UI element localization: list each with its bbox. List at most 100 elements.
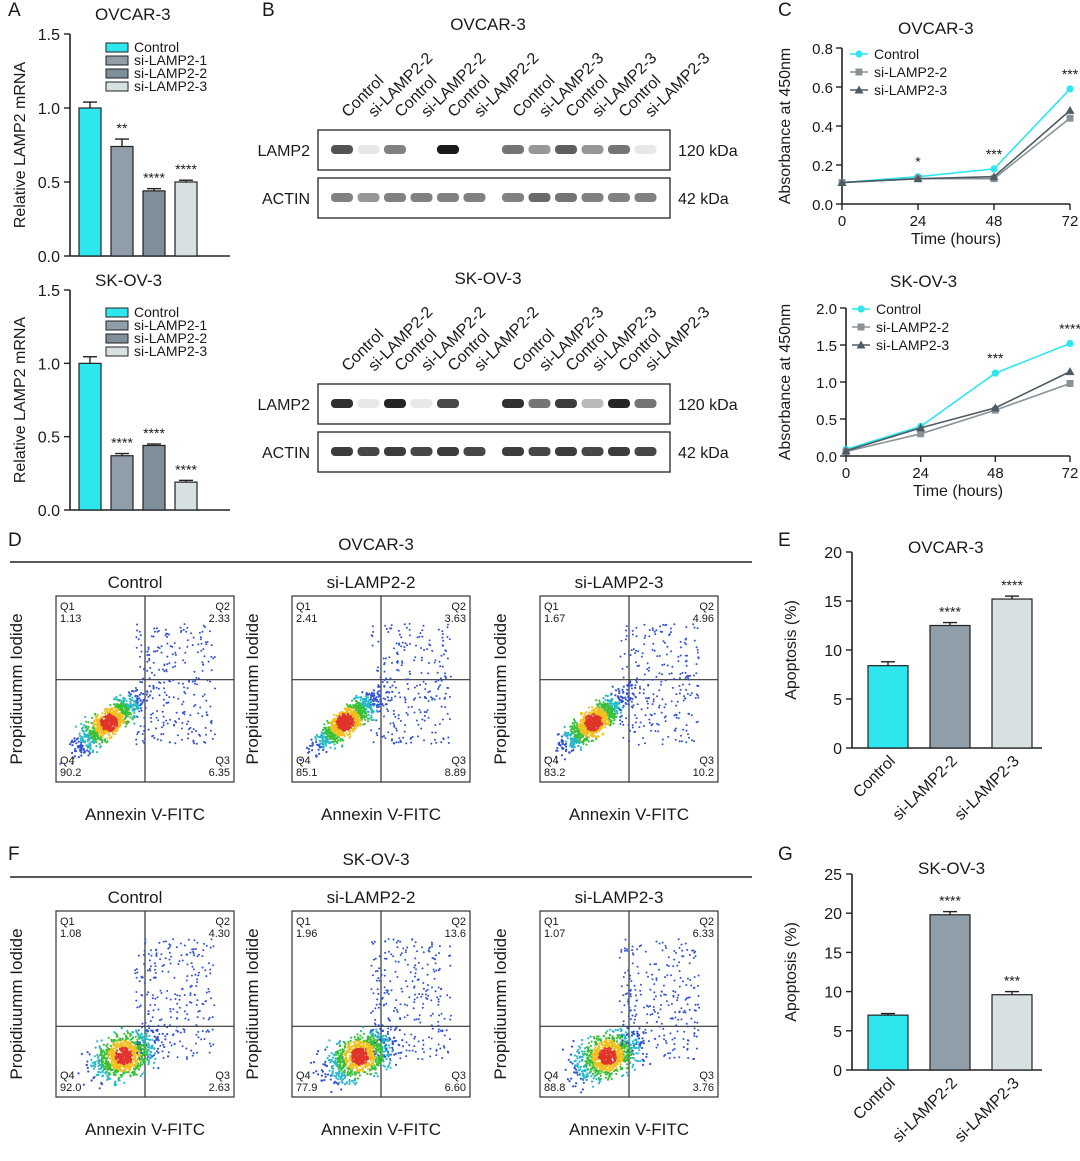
flow-dot [106,708,109,711]
flow-dot [653,649,656,652]
flow-dot [385,628,388,630]
flow-dot [404,724,407,727]
flow-dot [685,676,688,679]
blot-band [463,193,486,202]
flow-dot [129,695,132,698]
flow-dot [129,1066,132,1069]
flow-dot [115,1083,118,1086]
flow-dot [106,1068,109,1071]
flow-dot [599,713,602,716]
flow-dot [310,744,314,747]
flow-dot [595,728,598,731]
flow-dot [351,713,354,716]
flow-dot [448,718,451,721]
flow-dot [647,669,650,672]
flow-dot [346,712,350,716]
flow-dot [96,715,99,718]
flow-dot [162,698,165,701]
flow-dot [696,651,699,654]
flow-dot [146,1030,149,1033]
flow-dot [146,669,149,672]
flow-dot [186,687,189,690]
flow-dot [592,720,596,723]
flow-dot [377,693,380,696]
blot-band [528,193,551,202]
flow-dot [338,717,341,720]
flow-dot [315,740,318,744]
y-tick-label: 0.0 [38,503,60,520]
flow-dot [361,706,364,710]
flow-dot [204,626,206,628]
flow-dot [413,659,416,662]
flow-dot [359,703,362,706]
flow-dot [403,623,406,626]
flow-dot [576,736,579,739]
flow-dot [684,660,687,663]
flow-dot [141,1044,144,1047]
flow-dot [687,733,689,736]
flow-dot [420,727,423,730]
flow-dot [210,655,213,658]
flow-dot [383,663,386,666]
flow-dot [365,708,368,711]
flow-dot [621,696,625,700]
flow-dot [325,750,328,754]
flow-dot [151,1016,154,1019]
flow-dot [567,732,570,735]
flow-dot [148,694,152,697]
blot-band [634,399,657,408]
flow-dot [138,710,141,713]
flow-dot [169,1007,172,1010]
flow-dot [98,729,101,733]
flow-dot [135,968,138,971]
flow-dot [107,1077,110,1081]
flow-dot [658,706,660,709]
flow-dot [441,633,444,635]
flow-dot [76,737,79,740]
significance-label: **** [1059,321,1080,337]
flow-dot [400,636,403,639]
blot-band [384,193,406,202]
flow-dot [642,688,645,691]
flow-dots [299,622,452,762]
y-tick-label: 1.0 [38,101,60,118]
flow-dot [687,712,690,715]
flow-dot [446,635,449,638]
flow-dot [107,1036,110,1039]
flow-dot [661,664,664,666]
flow-dot [124,1069,127,1072]
flow-dot [136,629,138,632]
flow-dot [99,736,102,739]
flow-dot [146,654,149,656]
flow-dot [390,739,393,742]
legend-swatch [105,68,129,79]
flow-dot [652,698,655,701]
flow-dot [130,706,133,709]
flow-dot [184,651,187,654]
flow-dot [430,742,433,745]
flow-dot [113,1031,116,1034]
flow-dot [105,723,108,726]
flow-dot [651,703,654,706]
flow-dot [560,735,564,738]
flow-dot [147,1038,150,1041]
flow-dot [366,717,370,720]
flow-dot [372,692,375,695]
flow-dot [201,966,204,969]
flow-dot [334,739,337,742]
flow-dot [627,683,630,686]
flow-dot [189,992,192,995]
x-tick-label: 24 [910,213,927,230]
flow-dot [136,695,139,698]
flow-dot [145,690,148,693]
flow-dot [686,692,689,695]
chart-title: SK-OV-3 [890,272,957,291]
flow-dot [186,639,189,642]
flow-dot [134,1068,137,1071]
flow-dot [77,1072,80,1075]
flow-dot [670,700,673,703]
flow-dot [648,666,651,669]
flow-dot [194,1042,197,1045]
flow-dot [150,717,152,719]
flow-dot [655,629,658,632]
